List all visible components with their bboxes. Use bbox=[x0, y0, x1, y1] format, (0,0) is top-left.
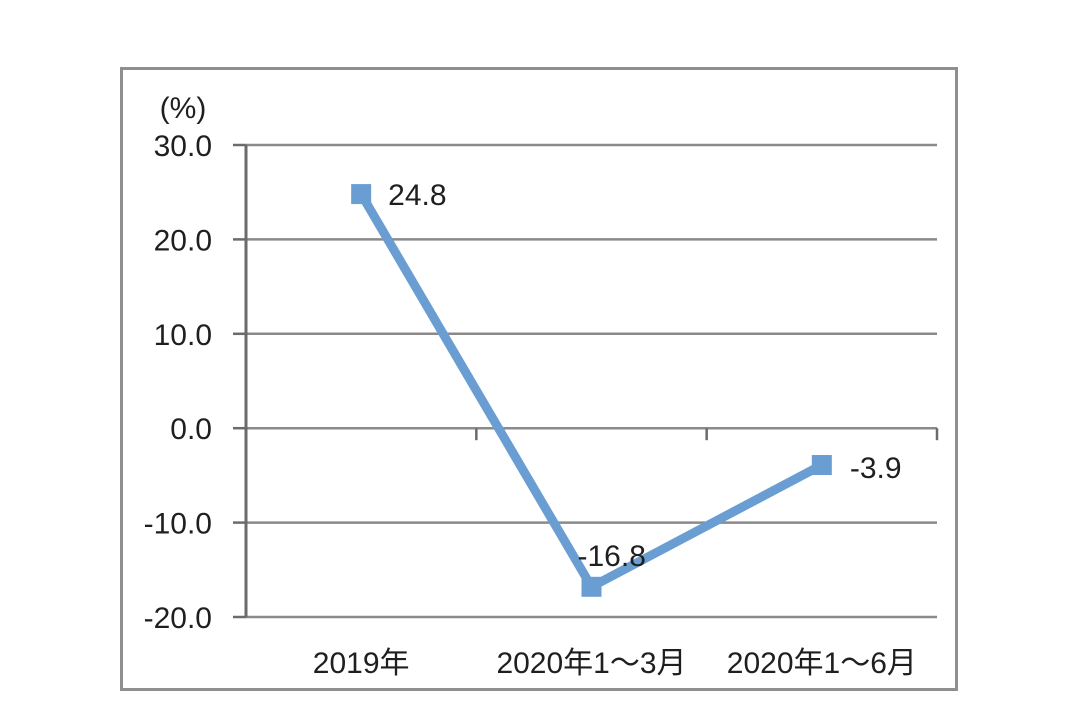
data-point-marker bbox=[811, 455, 832, 476]
x-axis-label: 2020年1～6月 bbox=[727, 647, 917, 680]
y-axis-unit-label: (%) bbox=[160, 92, 207, 125]
data-point-marker bbox=[351, 184, 372, 205]
data-label: -16.8 bbox=[578, 540, 646, 573]
data-label: -3.9 bbox=[850, 452, 902, 485]
y-axis-label: -10.0 bbox=[144, 508, 212, 541]
y-axis-label: 20.0 bbox=[154, 224, 212, 257]
x-axis-label: 2020年1～3月 bbox=[496, 647, 686, 680]
data-label: 24.8 bbox=[388, 179, 446, 212]
y-axis-label: -20.0 bbox=[144, 602, 212, 635]
x-axis-label: 2019年 bbox=[313, 647, 410, 680]
y-axis-label: 30.0 bbox=[154, 130, 212, 163]
chart-border bbox=[120, 67, 958, 691]
y-axis-label: 0.0 bbox=[170, 413, 212, 446]
y-axis-label: 10.0 bbox=[154, 319, 212, 352]
data-point-marker bbox=[581, 576, 602, 597]
